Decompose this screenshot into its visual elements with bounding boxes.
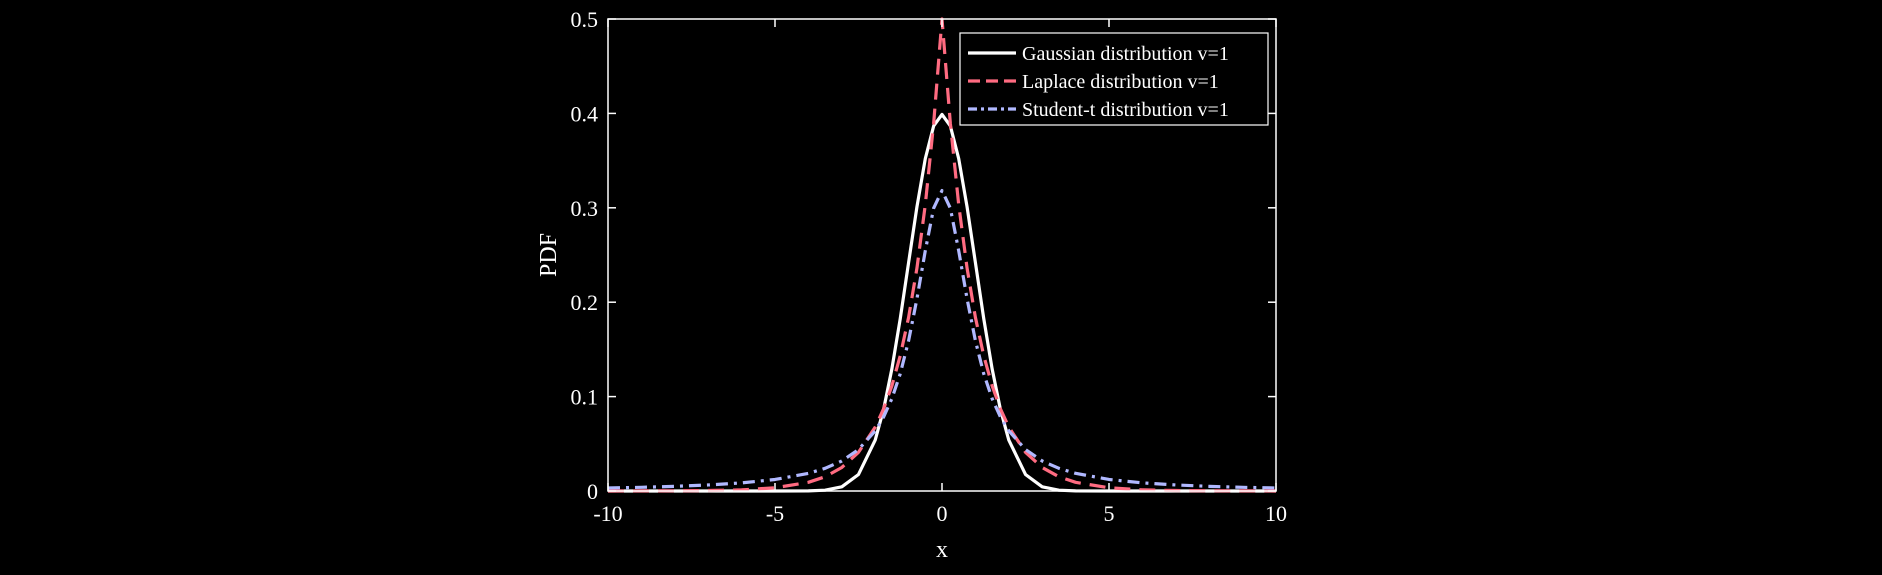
- x-tick-label: -10: [593, 501, 622, 526]
- y-axis-label: PDF: [536, 233, 562, 277]
- x-tick-label: -5: [766, 501, 784, 526]
- series-line-3: [608, 188, 1276, 490]
- axis-ticks: -10 -5 0 5 10 0 0.1 0.2 0.3 0.4 0.5: [571, 7, 1288, 526]
- y-tick-label: 0.2: [571, 290, 599, 315]
- x-tick-label: 5: [1104, 501, 1115, 526]
- y-tick-label: 0.5: [571, 7, 599, 32]
- legend: Gaussian distribution v=1 Laplace distrib…: [959, 32, 1269, 126]
- x-tick-label: 0: [937, 501, 948, 526]
- y-tick-label: 0.3: [571, 196, 599, 221]
- legend-entry-3: Student-t distribution v=1: [1022, 99, 1229, 121]
- x-axis-label: x: [936, 537, 948, 563]
- legend-entry-2: Laplace distribution v=1: [1022, 71, 1219, 93]
- x-tick-label: 10: [1265, 501, 1287, 526]
- y-tick-label: 0.1: [571, 385, 599, 410]
- y-tick-label: 0.4: [571, 101, 599, 126]
- legend-entry-1: Gaussian distribution v=1: [1022, 43, 1229, 65]
- y-tick-label: 0: [587, 479, 598, 504]
